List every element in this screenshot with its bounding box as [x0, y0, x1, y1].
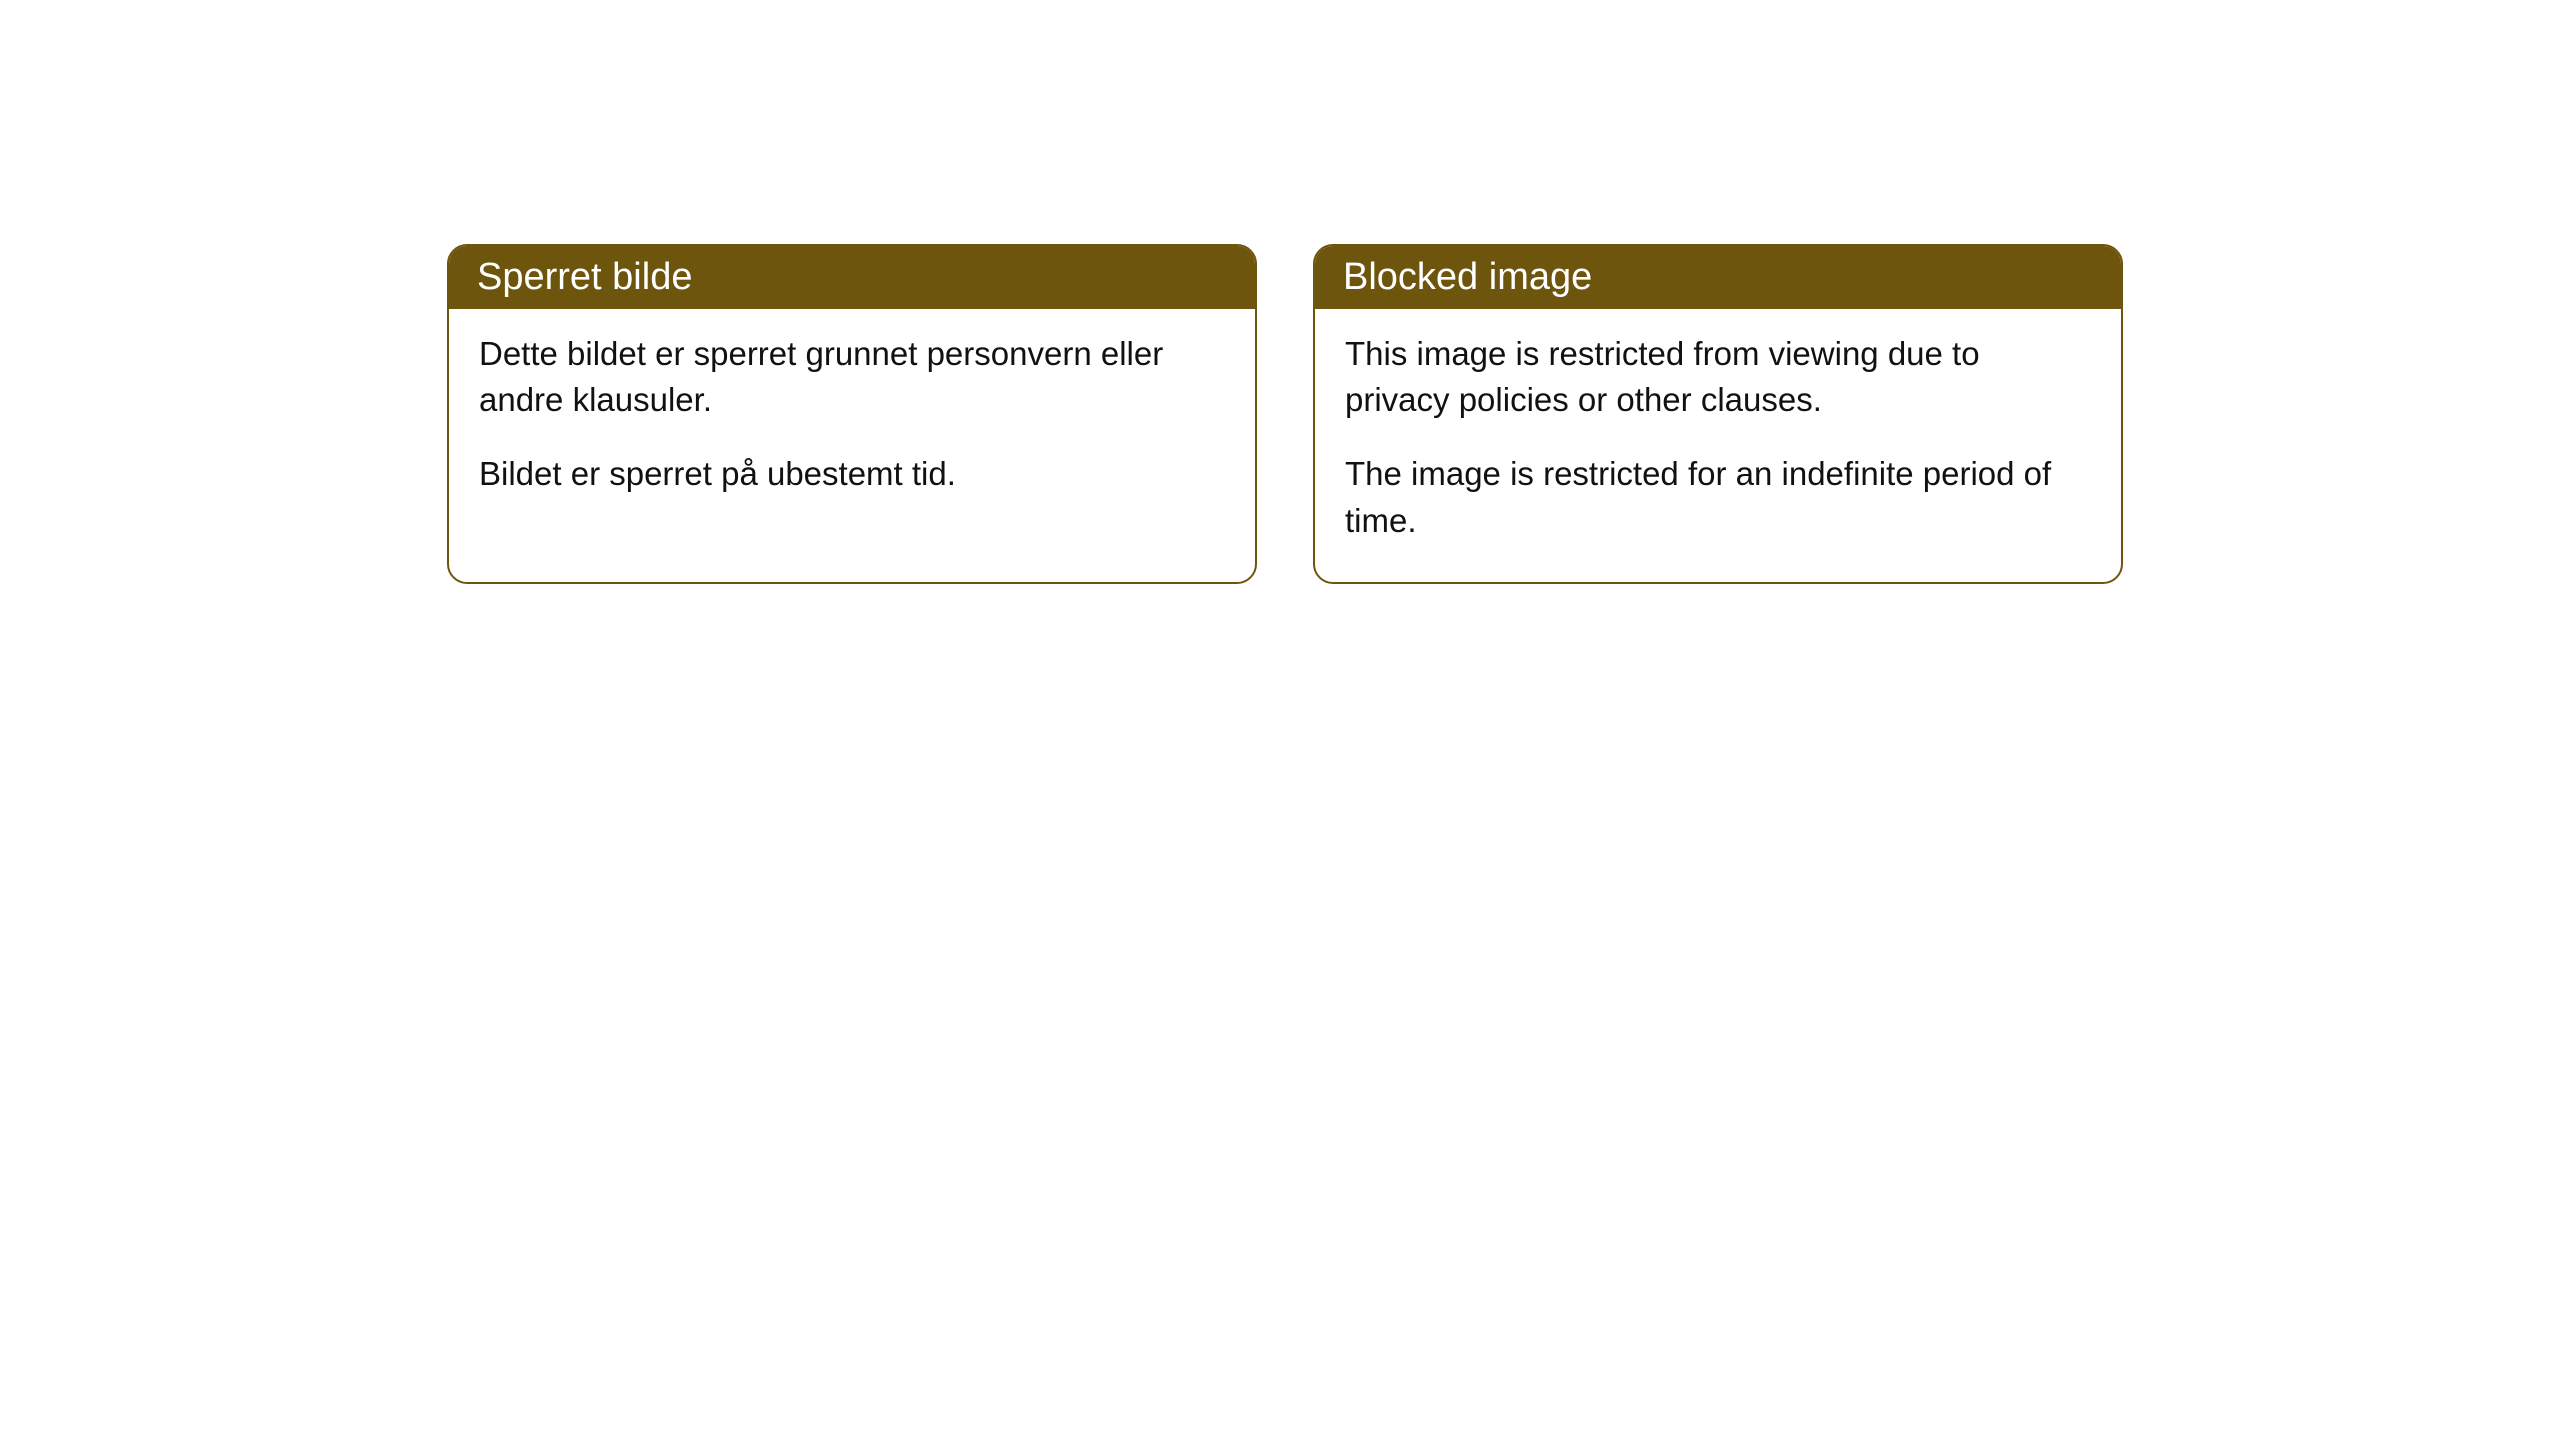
- notice-card-english: Blocked image This image is restricted f…: [1313, 244, 2123, 584]
- card-body: Dette bildet er sperret grunnet personve…: [449, 309, 1255, 536]
- card-header: Blocked image: [1315, 246, 2121, 309]
- card-title: Blocked image: [1343, 256, 1592, 298]
- card-title: Sperret bilde: [477, 256, 692, 298]
- card-paragraph: This image is restricted from viewing du…: [1345, 331, 2091, 423]
- card-paragraph: Bildet er sperret på ubestemt tid.: [479, 451, 1225, 497]
- card-body: This image is restricted from viewing du…: [1315, 309, 2121, 582]
- card-paragraph: Dette bildet er sperret grunnet personve…: [479, 331, 1225, 423]
- notice-card-norwegian: Sperret bilde Dette bildet er sperret gr…: [447, 244, 1257, 584]
- card-header: Sperret bilde: [449, 246, 1255, 309]
- card-paragraph: The image is restricted for an indefinit…: [1345, 451, 2091, 543]
- notice-cards-container: Sperret bilde Dette bildet er sperret gr…: [447, 244, 2123, 584]
